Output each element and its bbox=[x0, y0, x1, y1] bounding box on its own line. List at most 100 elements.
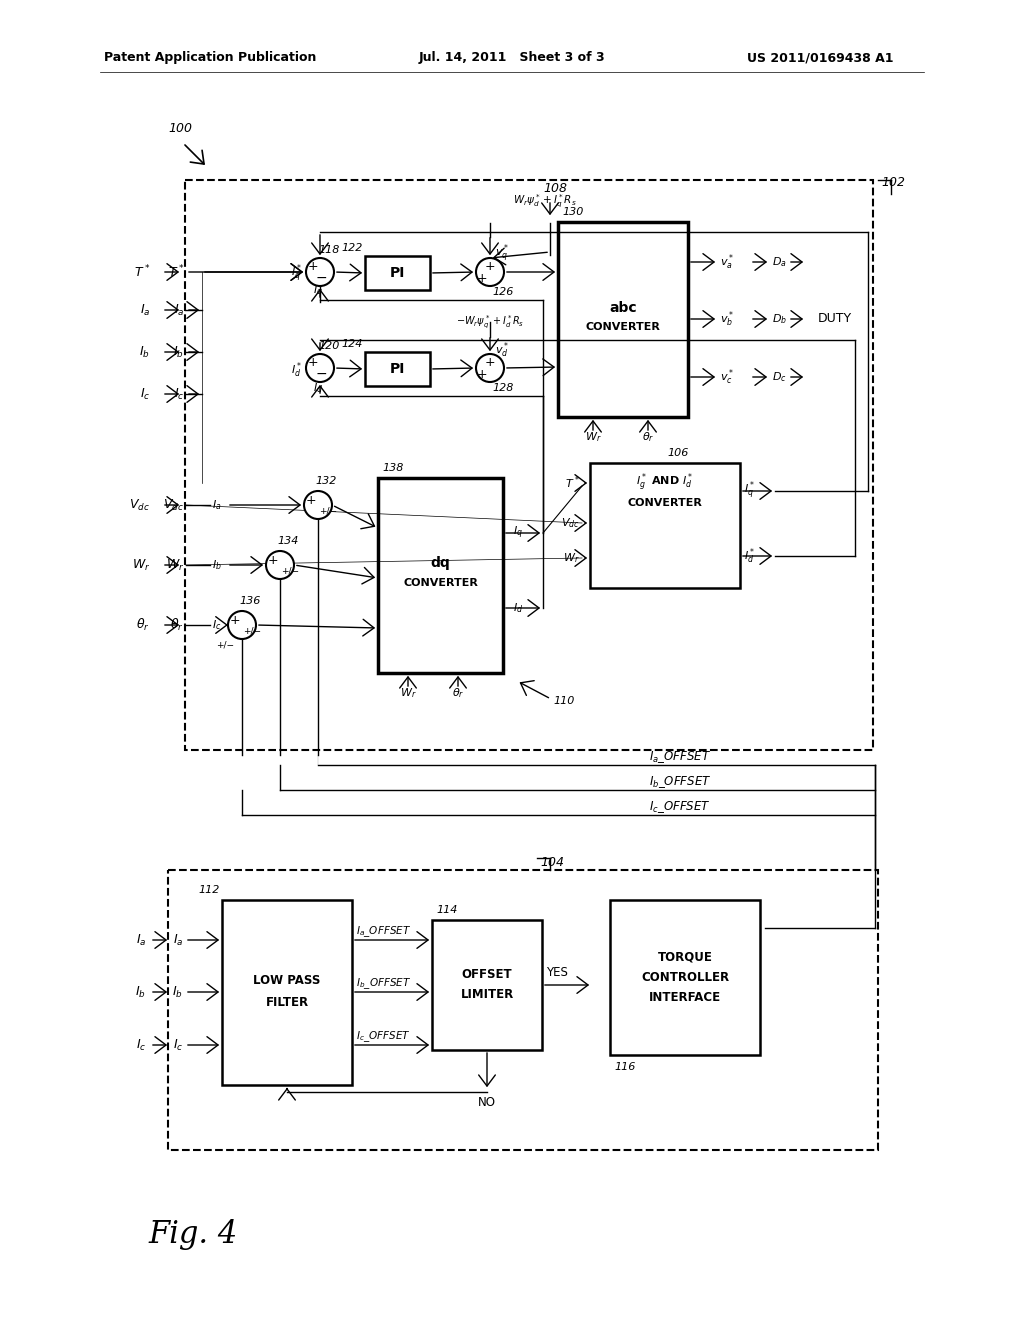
Text: $v^*_a$: $v^*_a$ bbox=[720, 252, 734, 272]
Text: dq: dq bbox=[431, 557, 451, 570]
Text: $T^*$: $T^*$ bbox=[168, 264, 184, 280]
Circle shape bbox=[266, 550, 294, 579]
Text: INTERFACE: INTERFACE bbox=[649, 991, 721, 1005]
Bar bbox=[432, 920, 542, 1049]
Text: CONVERTER: CONVERTER bbox=[586, 322, 660, 333]
Bar bbox=[222, 900, 352, 1085]
Text: +: + bbox=[307, 260, 318, 273]
Text: NO: NO bbox=[478, 1096, 496, 1109]
Text: +: + bbox=[307, 356, 318, 370]
Text: $I_b$: $I_b$ bbox=[139, 345, 150, 359]
Text: −: − bbox=[315, 271, 327, 285]
Text: 120: 120 bbox=[318, 341, 339, 351]
Text: TORQUE: TORQUE bbox=[657, 950, 713, 964]
Text: $I^*_d$: $I^*_d$ bbox=[291, 360, 302, 380]
Text: abc: abc bbox=[609, 301, 637, 314]
Circle shape bbox=[306, 354, 334, 381]
Text: $I_d$: $I_d$ bbox=[513, 601, 523, 615]
Text: $v^*_c$: $v^*_c$ bbox=[720, 367, 734, 387]
Text: +/−: +/− bbox=[281, 566, 299, 576]
Text: DUTY: DUTY bbox=[818, 313, 852, 326]
Text: 114: 114 bbox=[436, 906, 458, 915]
Text: $V_{dc}$: $V_{dc}$ bbox=[561, 516, 580, 529]
Text: 134: 134 bbox=[278, 536, 298, 546]
Text: $I_c$: $I_c$ bbox=[173, 1038, 183, 1052]
Text: $I_a$: $I_a$ bbox=[135, 932, 146, 948]
Text: $I_d$: $I_d$ bbox=[313, 381, 324, 395]
Text: US 2011/0169438 A1: US 2011/0169438 A1 bbox=[746, 51, 893, 65]
Text: 102: 102 bbox=[881, 176, 905, 189]
Bar bbox=[378, 478, 503, 673]
Circle shape bbox=[228, 611, 256, 639]
Text: $D_b$: $D_b$ bbox=[772, 312, 787, 326]
Text: 136: 136 bbox=[239, 597, 260, 606]
Bar bbox=[365, 256, 430, 290]
Text: +: + bbox=[484, 260, 496, 273]
Text: $I^*_g$ AND $I^*_d$: $I^*_g$ AND $I^*_d$ bbox=[636, 471, 693, 494]
Text: 126: 126 bbox=[492, 286, 513, 297]
Text: $W_r$: $W_r$ bbox=[166, 557, 184, 573]
Text: $I_c\_OFFSET$: $I_c\_OFFSET$ bbox=[356, 1030, 411, 1044]
Text: $I_a$: $I_a$ bbox=[173, 302, 184, 318]
Text: +/−: +/− bbox=[319, 507, 337, 516]
Text: 124: 124 bbox=[342, 339, 362, 348]
Text: $I_c$: $I_c$ bbox=[139, 387, 150, 401]
Bar bbox=[558, 222, 688, 417]
Text: 104: 104 bbox=[540, 855, 564, 869]
Text: $I_b\_OFFSET$: $I_b\_OFFSET$ bbox=[356, 977, 412, 991]
Text: CONVERTER: CONVERTER bbox=[628, 498, 702, 508]
Text: 106: 106 bbox=[667, 447, 688, 458]
Text: LOW PASS: LOW PASS bbox=[253, 974, 321, 987]
Text: Fig. 4: Fig. 4 bbox=[148, 1220, 238, 1250]
Circle shape bbox=[304, 491, 332, 519]
Text: $v^*_q$: $v^*_q$ bbox=[495, 243, 509, 265]
Text: $I_b\_OFFSET$: $I_b\_OFFSET$ bbox=[649, 774, 712, 789]
Text: $\theta_r$: $\theta_r$ bbox=[452, 686, 464, 700]
Text: $I_q$: $I_q$ bbox=[313, 284, 323, 300]
Text: $I_c\_OFFSET$: $I_c\_OFFSET$ bbox=[649, 799, 711, 814]
Text: $D_a$: $D_a$ bbox=[772, 255, 786, 269]
Text: CONVERTER: CONVERTER bbox=[403, 578, 478, 589]
Bar bbox=[168, 870, 878, 1150]
Circle shape bbox=[306, 257, 334, 286]
Text: $T^*$: $T^*$ bbox=[133, 264, 150, 280]
Text: −: − bbox=[315, 367, 327, 381]
Text: $v^*_b$: $v^*_b$ bbox=[720, 309, 734, 329]
Text: $V_{dc}$: $V_{dc}$ bbox=[129, 498, 150, 512]
Text: +: + bbox=[477, 272, 487, 285]
Text: +/−: +/− bbox=[243, 627, 261, 635]
Text: $-W_r\psi^*_q+I^*_dR_s$: $-W_r\psi^*_q+I^*_dR_s$ bbox=[456, 313, 524, 331]
Text: $I_b$: $I_b$ bbox=[172, 985, 183, 999]
Text: $\theta_r$: $\theta_r$ bbox=[170, 616, 184, 634]
Text: 110: 110 bbox=[553, 696, 574, 706]
Text: $I_b$: $I_b$ bbox=[173, 345, 184, 359]
Text: PI: PI bbox=[390, 362, 406, 376]
Text: $I_a$: $I_a$ bbox=[172, 932, 183, 948]
Text: 122: 122 bbox=[342, 243, 362, 253]
Text: 130: 130 bbox=[562, 207, 584, 216]
Text: YES: YES bbox=[546, 966, 568, 979]
Bar bbox=[365, 352, 430, 385]
Text: $I^*_d$: $I^*_d$ bbox=[744, 546, 755, 566]
Text: $I_c$: $I_c$ bbox=[174, 387, 184, 401]
Text: +: + bbox=[477, 367, 487, 380]
Text: 108: 108 bbox=[543, 181, 567, 194]
Text: +: + bbox=[306, 494, 316, 507]
Text: $W_r$: $W_r$ bbox=[585, 430, 601, 444]
Text: 118: 118 bbox=[318, 246, 339, 255]
Text: FILTER: FILTER bbox=[265, 997, 308, 1008]
Text: +: + bbox=[484, 356, 496, 370]
Text: $I_c$: $I_c$ bbox=[135, 1038, 146, 1052]
Text: $I_c$: $I_c$ bbox=[212, 618, 221, 632]
Text: Patent Application Publication: Patent Application Publication bbox=[103, 51, 316, 65]
Bar bbox=[590, 463, 740, 587]
Text: $\theta_r$: $\theta_r$ bbox=[642, 430, 654, 444]
Text: 112: 112 bbox=[199, 884, 220, 895]
Text: LIMITER: LIMITER bbox=[461, 989, 514, 1002]
Text: 100: 100 bbox=[168, 121, 193, 135]
Text: +: + bbox=[229, 614, 241, 627]
Text: OFFSET: OFFSET bbox=[462, 969, 512, 982]
Text: $I^*_q$: $I^*_q$ bbox=[291, 263, 302, 285]
Text: PI: PI bbox=[390, 267, 406, 280]
Text: $W_r\psi^*_d+I^*_qR_s$: $W_r\psi^*_d+I^*_qR_s$ bbox=[513, 193, 577, 210]
